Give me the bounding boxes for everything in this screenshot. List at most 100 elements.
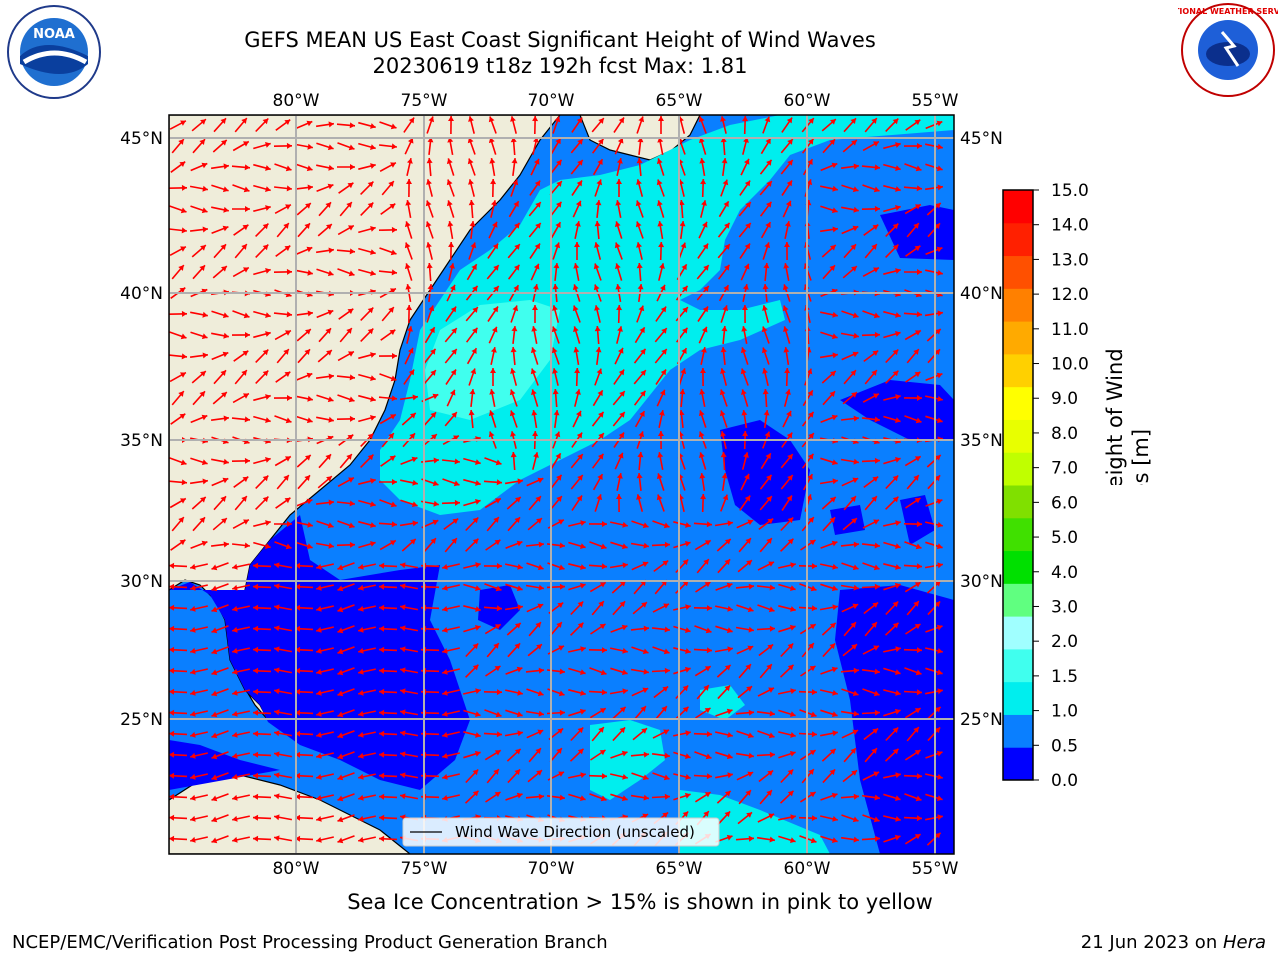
wave-arrow-head bbox=[305, 203, 311, 209]
wave-arrow-head bbox=[274, 751, 280, 758]
wave-arrow-head bbox=[916, 773, 922, 780]
wave-arrow-head bbox=[808, 411, 814, 418]
wave-arrow-head bbox=[410, 539, 416, 545]
wave-arrow-head bbox=[316, 774, 322, 780]
wave-arrow-head bbox=[553, 263, 560, 269]
wave-arrow-head bbox=[807, 474, 813, 480]
wave-arrow-head bbox=[511, 326, 518, 332]
wave-arrow-head bbox=[306, 120, 313, 127]
wave-arrow-head bbox=[769, 710, 775, 717]
wave-arrow-head bbox=[169, 793, 175, 800]
wave-arrow-head bbox=[622, 774, 628, 780]
wave-arrow-head bbox=[533, 263, 540, 270]
wave-arrow-head bbox=[787, 643, 794, 650]
wave-arrow-head bbox=[852, 816, 859, 823]
wave-arrow-head bbox=[367, 433, 374, 440]
region-low-patch2 bbox=[900, 495, 935, 545]
wave-arrow-head bbox=[286, 311, 292, 318]
wave-arrow-head bbox=[253, 667, 259, 674]
wave-arrow-head bbox=[510, 347, 517, 353]
wave-arrow-head bbox=[274, 583, 280, 590]
wave-arrow-head bbox=[853, 458, 859, 465]
wave-arrow-head bbox=[621, 795, 628, 802]
wave-arrow-head bbox=[851, 266, 857, 272]
wave-arrow-head bbox=[916, 311, 922, 318]
colorbar-tick-label: 10.0 bbox=[1051, 355, 1089, 375]
wave-arrow-head bbox=[442, 711, 448, 717]
wave-arrow-head bbox=[242, 350, 249, 357]
wave-arrow-head bbox=[787, 517, 794, 524]
wave-arrow-head bbox=[895, 669, 901, 675]
wave-arrow-head bbox=[535, 496, 541, 502]
wave-arrow-head bbox=[577, 475, 583, 481]
wave-arrow-head bbox=[253, 646, 259, 653]
wave-arrow-head bbox=[765, 138, 771, 145]
wave-arrow-head bbox=[358, 815, 364, 822]
wave-arrow-head bbox=[407, 326, 413, 332]
wave-arrow-head bbox=[769, 751, 775, 758]
wave-arrow-head bbox=[285, 543, 292, 550]
wave-arrow-head bbox=[169, 730, 175, 737]
wave-arrow-head bbox=[470, 242, 477, 249]
wave-arrow-head bbox=[510, 431, 516, 437]
wave-arrow-head bbox=[895, 142, 901, 148]
region-low-central bbox=[720, 420, 810, 525]
wave-arrow-head bbox=[872, 476, 879, 482]
wave-arrow-head bbox=[698, 116, 705, 123]
wave-arrow-head bbox=[286, 185, 292, 192]
wave-arrow-head bbox=[853, 667, 859, 674]
colorbar-tick-label: 0.0 bbox=[1051, 771, 1078, 791]
wave-arrow-head bbox=[429, 327, 435, 334]
wave-arrow-head bbox=[448, 116, 454, 121]
wave-arrow-head bbox=[685, 753, 691, 759]
wave-arrow-head bbox=[253, 814, 259, 821]
wave-arrow-head bbox=[265, 331, 271, 337]
wave-arrow-head bbox=[790, 688, 796, 695]
wave-arrow-head bbox=[442, 732, 448, 738]
wave-arrow-head bbox=[537, 690, 544, 697]
wave-arrow-head bbox=[492, 306, 498, 313]
wave-arrow-head bbox=[572, 305, 579, 312]
wave-arrow-head bbox=[307, 310, 313, 317]
wave-arrow-head bbox=[285, 291, 292, 298]
wave-arrow-head bbox=[914, 330, 921, 336]
wave-arrow-head bbox=[874, 835, 880, 842]
wave-arrow-head bbox=[748, 709, 754, 716]
map-frame bbox=[168, 114, 955, 855]
wave-arrow-head bbox=[748, 835, 754, 842]
footer-date-text: 21 Jun 2023 on bbox=[1080, 932, 1223, 953]
wave-arrow-head bbox=[408, 137, 414, 144]
wave-arrow-head bbox=[617, 452, 624, 459]
wave-arrow-head bbox=[447, 137, 454, 143]
wave-arrow-head bbox=[895, 312, 901, 318]
wave-arrow-head bbox=[178, 517, 184, 523]
wave-arrow-head bbox=[937, 814, 943, 821]
wave-arrow-head bbox=[426, 263, 433, 269]
wave-arrow-head bbox=[659, 263, 665, 269]
wave-arrow-head bbox=[706, 773, 712, 780]
wave-arrow-head bbox=[556, 496, 562, 502]
wave-arrow-head bbox=[304, 223, 310, 229]
wave-arrow-head bbox=[599, 750, 606, 756]
wave-arrow-head bbox=[618, 347, 624, 354]
wave-arrow-head bbox=[241, 370, 247, 376]
wave-arrow-head bbox=[895, 394, 901, 400]
wave-arrow-head bbox=[348, 351, 354, 357]
wave-arrow-head bbox=[472, 517, 479, 524]
wave-arrow-head bbox=[808, 433, 814, 439]
wave-arrow-head bbox=[916, 185, 922, 192]
wave-arrow-head bbox=[493, 265, 499, 271]
colorbar-tick-label: 8.0 bbox=[1051, 424, 1078, 444]
wave-arrow-head bbox=[274, 772, 280, 779]
wave-arrow-head bbox=[265, 142, 271, 148]
wave-arrow-head bbox=[496, 689, 502, 696]
wave-arrow-head bbox=[685, 541, 691, 547]
colorbar-tick-label: 1.0 bbox=[1051, 702, 1078, 722]
wave-arrow-head bbox=[241, 118, 247, 124]
wave-arrow-head bbox=[787, 538, 794, 545]
wave-arrow-head bbox=[622, 688, 628, 695]
wave-arrow-head bbox=[211, 648, 218, 655]
wave-arrow-head bbox=[274, 646, 280, 653]
wave-arrow-head bbox=[556, 201, 562, 208]
wave-arrow-head bbox=[894, 834, 901, 841]
